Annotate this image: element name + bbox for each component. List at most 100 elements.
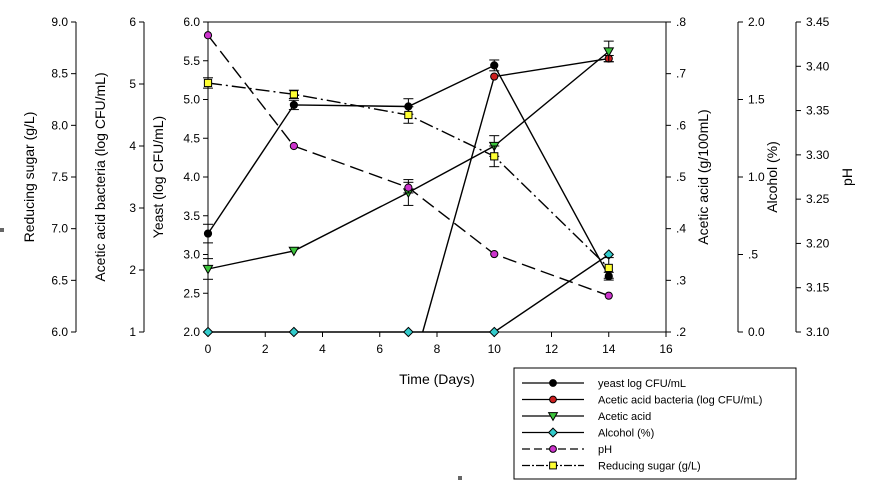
axes-layer: 0 2 4 6 8 10 12 14 166.06.57.07.58.08.59.0Reduci… — [21, 15, 855, 356]
y-axis-title-ph: pH — [839, 168, 855, 186]
legend-marker — [549, 445, 557, 453]
data-point — [490, 72, 499, 81]
x-tick-label: 2 — [262, 342, 269, 356]
legend-item: pH — [522, 444, 612, 456]
y-tick-label: 3 — [129, 201, 136, 215]
y-axis-ph: 3.10 3.15 3.20 3.25 3.30 3.35 3.40 3.45 pH — [795, 15, 855, 339]
legend-box — [513, 367, 797, 480]
y-tick-label: .8 — [676, 15, 686, 29]
data-point — [604, 263, 613, 273]
y-tick-label: 1 — [129, 325, 136, 339]
series-0 — [203, 59, 614, 281]
data-point — [203, 229, 213, 238]
y-axis-title-alcohol: Alcohol (%) — [764, 141, 780, 213]
y-tick-label: 7.5 — [51, 170, 68, 184]
y-axis-title-aab: Acetic acid bacteria (log CFU/mL) — [92, 72, 108, 281]
y-tick-label: 3.10 — [806, 325, 830, 339]
data-point — [404, 110, 413, 120]
legend-item: Reducing sugar (g/L) — [522, 461, 701, 473]
y-tick-label: 6.0 — [51, 325, 68, 339]
y-tick-label: 3.25 — [806, 192, 830, 206]
corner-marks — [0, 228, 462, 480]
x-tick-label: 14 — [602, 342, 616, 356]
data-point — [288, 246, 300, 257]
y-axis-yeast: 2.0 2.5 3.0 3.5 4.0 4.5 5.0 5.5 6.0 Yeast (log CF… — [150, 15, 209, 339]
legend-label: Acetic acid bacteria (log CFU/mL) — [598, 395, 762, 407]
data-point — [203, 78, 213, 88]
data-point — [603, 47, 615, 58]
data-point — [289, 141, 298, 151]
y-tick-label: 1.5 — [748, 93, 765, 107]
y-axis-acid: .2 .3 .4 .5 .6 .7 .8 Acetic acid (g/100mL) — [665, 15, 711, 339]
y-axis-aab: 1 2 3 4 5 6 Acetic acid bacteria (log CFU/mL) — [92, 15, 145, 339]
legend-label: Reducing sugar (g/L) — [598, 461, 701, 473]
y-tick-label: .3 — [676, 273, 686, 287]
series-2 — [202, 40, 615, 280]
corner-mark-bottom — [458, 476, 462, 480]
x-tick-label: 8 — [434, 342, 441, 356]
y-tick-label: 4.0 — [183, 170, 200, 184]
x-tick-label: 16 — [659, 342, 673, 356]
series-3 — [202, 249, 615, 338]
data-point — [202, 326, 214, 338]
data-point — [404, 183, 413, 192]
legend-marker — [547, 427, 559, 438]
y-tick-label: 1.0 — [748, 170, 765, 184]
legend-marker — [549, 395, 557, 404]
x-tick-label: 12 — [545, 342, 559, 356]
series-line — [208, 253, 610, 333]
series-line — [207, 50, 610, 270]
y-tick-label: 2 — [129, 263, 136, 277]
y-tick-label: .2 — [676, 325, 686, 339]
y-tick-label: .4 — [676, 222, 686, 236]
y-tick-label: 6.5 — [51, 273, 68, 287]
legend-item: yeast log CFU/mL — [522, 378, 686, 390]
y-tick-label: 0.0 — [748, 325, 765, 339]
legend-label: pH — [598, 444, 612, 456]
y-tick-label: 2.5 — [183, 286, 200, 300]
y-tick-label: 8.5 — [51, 67, 68, 81]
y-tick-label: 3.45 — [806, 15, 830, 29]
legend-marker — [549, 379, 557, 387]
y-tick-label: 5 — [129, 77, 136, 91]
y-tick-label: 4 — [129, 139, 136, 153]
y-tick-label: .7 — [676, 67, 686, 81]
y-tick-label: 3.0 — [183, 248, 200, 262]
series-line — [207, 64, 610, 277]
data-point — [604, 291, 613, 300]
y-tick-label: 3.15 — [806, 281, 830, 295]
y-tick-label: .5 — [676, 170, 686, 184]
data-point — [288, 326, 300, 338]
x-tick-label: 4 — [319, 342, 326, 356]
data-point — [289, 90, 298, 99]
y-axis-title-acid: Acetic acid (g/100mL) — [695, 109, 711, 244]
y-tick-label: 3.30 — [806, 148, 830, 162]
series-layer — [202, 31, 615, 338]
y-tick-label: 5.5 — [183, 54, 200, 68]
y-tick-label: 6 — [129, 15, 136, 29]
data-point — [488, 326, 500, 338]
legend-marker — [547, 412, 559, 422]
series-4 — [203, 31, 613, 300]
legend-label: yeast log CFU/mL — [598, 378, 686, 390]
data-point — [490, 61, 499, 70]
legend: yeast log CFU/mL Acetic acid bacteria (lo… — [513, 367, 797, 480]
corner-mark-left — [0, 228, 4, 232]
y-tick-label: 9.0 — [51, 15, 68, 29]
y-tick-label: 8.0 — [51, 118, 68, 132]
x-tick-label: 10 — [488, 342, 502, 356]
legend-item: Acetic acid bacteria (log CFU/mL) — [522, 395, 762, 407]
legend-marker — [549, 461, 557, 470]
data-point — [202, 264, 214, 275]
y-axis-title-sugar: Reducing sugar (g/L) — [21, 112, 37, 243]
y-axis-sugar: 6.0 6.5 7.0 7.5 8.0 8.5 9.0 Reducing sugar (g/L… — [21, 15, 77, 339]
y-tick-label: 4.5 — [183, 131, 200, 145]
y-tick-label: 2.0 — [183, 325, 200, 339]
data-point — [403, 326, 414, 338]
y-tick-label: 3.35 — [806, 104, 830, 118]
y-axis-title-yeast: Yeast (log CFU/mL) — [150, 116, 166, 238]
y-tick-label: 2.0 — [748, 15, 765, 29]
y-tick-label: 3.40 — [806, 59, 830, 73]
data-point — [490, 249, 499, 259]
